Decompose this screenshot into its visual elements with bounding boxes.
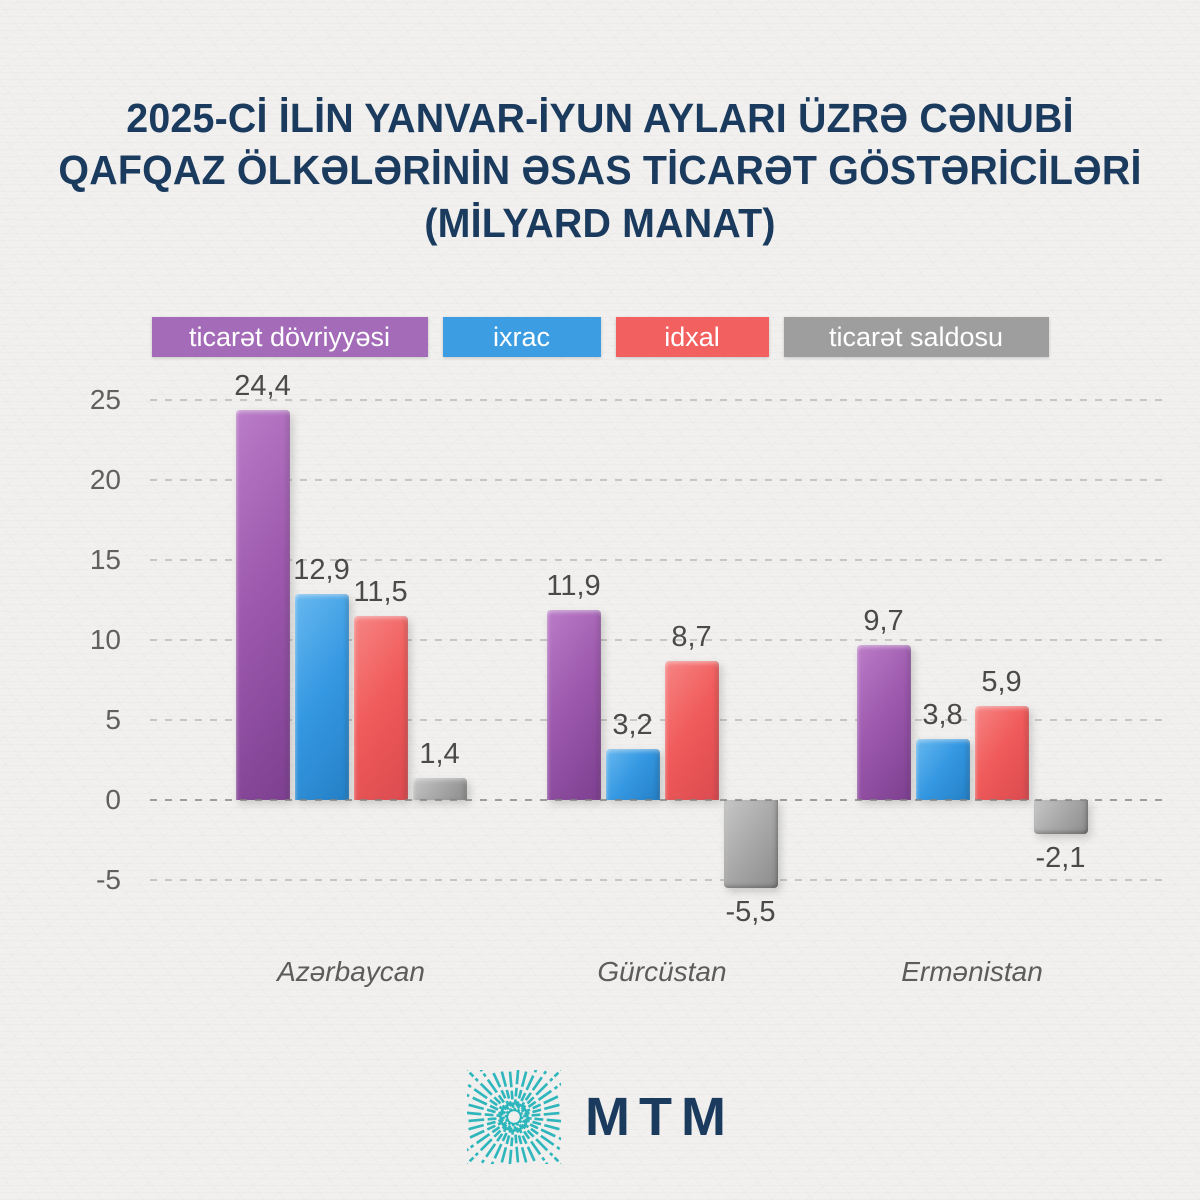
bar-Gürcüstan-ticarət saldosu: [723, 800, 778, 888]
value-label-Azərbaycan-ticarət saldosu: 1,4: [419, 737, 460, 770]
value-label-Ermənistan-ticarət saldosu: -2,1: [1035, 841, 1086, 874]
bar-Ermənistan-ticarət saldosu: [1033, 800, 1088, 834]
title-line-3: (MİLYARD MANAT): [424, 199, 776, 246]
gridline--5: [150, 879, 1165, 881]
title-line-1: 2025-Cİ İLİN YANVAR-İYUN AYLARI ÜZRƏ CƏN…: [126, 95, 1074, 141]
title-line-2: QAFQAZ ÖLKƏLƏRİNİN ƏSAS TİCARƏT GÖSTƏRİC…: [58, 147, 1142, 194]
bar-Gürcüstan-idxal: [664, 660, 719, 800]
gridline-25: [150, 399, 1165, 401]
legend-item-import: idxal: [615, 317, 769, 357]
bar-Ermənistan-ixrac: [915, 739, 970, 800]
mtm-logo-text: MTM: [585, 1087, 735, 1147]
y-tick-label-10: 10: [89, 624, 121, 655]
value-label-Azərbaycan-ticarət dövriyyəsi: 24,4: [234, 369, 291, 402]
y-tick-label-25: 25: [89, 384, 121, 415]
legend-item-export: ixrac: [442, 317, 601, 357]
y-tick-label-20: 20: [89, 464, 121, 495]
bar-Gürcüstan-ticarət dövriyyəsi: [546, 609, 601, 800]
footer: MTM: [0, 1068, 1200, 1166]
value-label-Ermənistan-ticarət dövriyyəsi: 9,7: [863, 604, 904, 637]
y-tick-label-5: 5: [105, 704, 121, 735]
mtm-logo-icon: [466, 1069, 562, 1165]
y-tick-label--5: -5: [96, 864, 121, 895]
value-label-Ermənistan-ixrac: 3,8: [922, 699, 963, 732]
gridline-10: [150, 639, 1165, 641]
gridline-15: [150, 559, 1165, 561]
gridline-5: [150, 719, 1165, 721]
category-label-Ermənistan: Ermənistan: [901, 956, 1043, 987]
value-label-Gürcüstan-ticarət saldosu: -5,5: [725, 896, 776, 928]
zero-gridline: [150, 799, 1165, 801]
bar-Ermənistan-ticarət dövriyyəsi: [856, 644, 911, 800]
bar-Azərbaycan-ticarət saldosu: [412, 777, 467, 800]
value-label-Ermənistan-idxal: 5,9: [981, 665, 1022, 698]
value-label-Gürcüstan-ixrac: 3,2: [612, 708, 653, 741]
legend-item-trade-turnover: ticarət dövriyyəsi: [151, 317, 428, 357]
value-label-Gürcüstan-ticarət dövriyyəsi: 11,9: [546, 569, 601, 602]
legend-item-trade-balance: ticarət saldosu: [783, 317, 1049, 357]
bar-Azərbaycan-ixrac: [294, 593, 349, 800]
bar-Azərbaycan-idxal: [353, 616, 408, 800]
page-title: 2025-Cİ İLİN YANVAR-İYUN AYLARI ÜZRƏ CƏN…: [24, 92, 1176, 249]
y-tick-label-0: 0: [105, 784, 121, 815]
category-label-Azərbaycan: Azərbaycan: [277, 956, 425, 987]
category-label-Gürcüstan: Gürcüstan: [597, 956, 727, 987]
bar-Azərbaycan-ticarət dövriyyəsi: [235, 409, 290, 800]
value-label-Azərbaycan-idxal: 11,5: [353, 576, 408, 608]
bar-Ermənistan-idxal: [974, 705, 1029, 800]
bar-chart-plot-area: 24,4 12,9 11,5 1,4 Azərbaycan 11,9 3,2 8,7 -5,5 G…: [150, 370, 1165, 987]
bar-Gürcüstan-ixrac: [605, 748, 660, 800]
value-label-Gürcüstan-idxal: 8,7: [671, 620, 712, 653]
chart-legend: ticarət dövriyyəsi ixrac idxal ticarət s…: [0, 317, 1200, 357]
y-tick-label-15: 15: [89, 544, 121, 575]
y-axis: 25 20 15 10 5 0 -5: [60, 384, 135, 895]
value-label-Azərbaycan-ixrac: 12,9: [293, 553, 350, 586]
gridline-20: [150, 479, 1165, 481]
